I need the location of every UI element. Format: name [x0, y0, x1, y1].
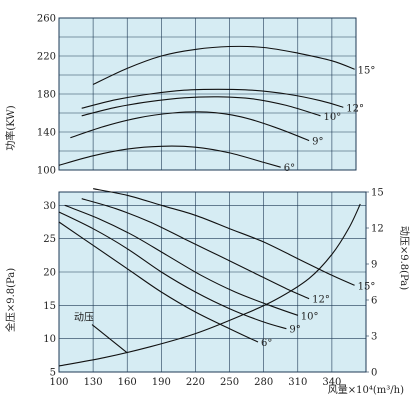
pressure-curve-series	[81, 198, 310, 300]
pressure-series-label: 6°	[261, 338, 272, 349]
airflow-axis-label: 风量×10⁴(m³/h)	[328, 384, 404, 396]
power-curve-series	[70, 111, 310, 142]
dynamic-pressure-tick-label: 9	[371, 260, 377, 271]
power-series-label: 9°	[312, 137, 323, 148]
pressure-series-label: 12°	[312, 295, 330, 306]
dynamic-pressure-tick-label: 0	[371, 368, 377, 379]
power-curve-series	[81, 88, 344, 109]
total-pressure-tick-label: 25	[43, 234, 56, 245]
x-tick-label: 100	[49, 377, 68, 388]
power-curve-series	[58, 145, 281, 168]
pressure-series-label: 动压	[74, 312, 94, 324]
dynamic-pressure-tick-label: 15	[371, 188, 384, 199]
power-tick-label: 140	[37, 128, 56, 139]
power-series-label: 6°	[284, 163, 295, 174]
pressure-curve-series	[92, 188, 355, 286]
total-pressure-tick-label: 30	[43, 201, 56, 212]
curve-labels: 6°9°10°12°15°6°9°10°12°15°动压	[74, 65, 376, 354]
plot-panels	[58, 17, 367, 373]
dynamic-pressure-leader-line	[91, 324, 128, 354]
x-tick-label: 340	[322, 377, 341, 388]
pressure-curve-series	[58, 211, 287, 330]
total-pressure-tick-label: 20	[43, 268, 56, 279]
pressure-curve-series	[58, 221, 259, 343]
x-tick-label: 220	[186, 377, 205, 388]
power-series-label: 12°	[346, 103, 364, 114]
power-series-label: 15°	[358, 65, 376, 76]
power-tick-label: 260	[37, 14, 56, 25]
total-pressure-tick-label: 10	[43, 334, 56, 345]
x-tick-label: 280	[254, 377, 273, 388]
dynamic-pressure-axis-label: 动压×9.8(Pa)	[398, 226, 410, 290]
power-series-label: 10°	[324, 112, 342, 123]
dynamic-pressure-tick-label: 3	[371, 332, 377, 343]
dynamic-pressure-tick-label: 12	[371, 224, 384, 235]
power-tick-label: 220	[37, 52, 56, 63]
total-pressure-tick-label: 5	[50, 368, 56, 379]
power-curve-series	[81, 96, 321, 117]
power-axis-label: 功率(KW)	[4, 105, 17, 150]
grid	[58, 17, 369, 373]
pressure-series-label: 10°	[301, 311, 319, 322]
tick-labels: 100 130 160 190 220 250 280 310 3401001401802202…	[37, 14, 384, 389]
pressure-panel-background	[59, 192, 366, 372]
total-pressure-axis-label: 全压×9.8(Pa)	[4, 268, 17, 332]
x-tick-label: 190	[152, 377, 171, 388]
x-tick-label: 310	[288, 377, 307, 388]
total-pressure-tick-label: 15	[43, 301, 56, 312]
power-tick-label: 100	[37, 166, 56, 177]
x-tick-label: 130	[84, 377, 103, 388]
power-tick-label: 180	[37, 90, 56, 101]
pressure-series-label: 9°	[289, 325, 300, 336]
x-tick-label: 160	[118, 377, 137, 388]
x-tick-label: 250	[220, 377, 239, 388]
pressure-series-label: 15°	[358, 281, 376, 292]
power-curve-series	[92, 45, 355, 85]
dynamic-pressure-tick-label: 6	[371, 296, 377, 307]
